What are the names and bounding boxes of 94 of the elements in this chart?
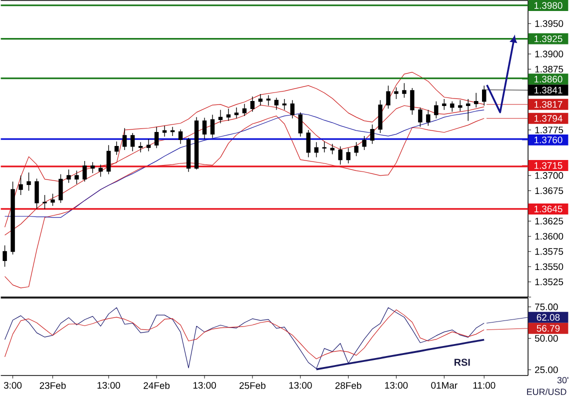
- candlestick: [306, 130, 310, 158]
- ref-line-label: 1.3980: [534, 2, 562, 9]
- candlestick: [274, 97, 279, 110]
- y-tick-label: 1.3950: [535, 20, 564, 27]
- candlestick: [186, 138, 191, 172]
- x-tick-label: 28Feb: [335, 382, 362, 389]
- y-tick-label: 75.00: [535, 304, 558, 310]
- ref-line-label: 1.3760: [534, 136, 562, 144]
- candlestick: [290, 100, 295, 119]
- candlestick: [410, 88, 414, 116]
- y-tick-label: 1.3550: [535, 263, 564, 270]
- candlestick: [106, 144, 111, 175]
- x-tick-label: 13:00: [193, 382, 216, 389]
- text: EUR/USD: [527, 388, 566, 396]
- candlestick: [10, 181, 15, 255]
- candlestick: [178, 129, 183, 144]
- candlestick: [322, 141, 326, 153]
- candlestick: [226, 108, 231, 122]
- annotation: RSI: [454, 358, 470, 366]
- x-tick-label: 13:00: [385, 382, 408, 389]
- x-tick-label: 25Feb: [240, 382, 266, 389]
- y-tick-label: 1.3525: [535, 278, 564, 286]
- x-tick-label: 13:00: [289, 382, 312, 389]
- y-tick-label: 50.00: [534, 335, 558, 342]
- candlestick: [250, 96, 255, 112]
- candlestick: [242, 103, 247, 116]
- candlestick: [2, 245, 7, 268]
- candlestick: [298, 112, 302, 138]
- candlestick: [122, 128, 127, 150]
- candlestick: [18, 175, 23, 196]
- candlestick: [442, 98, 446, 110]
- candlestick: [98, 164, 103, 178]
- candlestick: [346, 148, 350, 164]
- y-tick-label: 1.3575: [535, 248, 564, 255]
- candlestick: [418, 107, 422, 128]
- x-tick-label: 01Mar: [431, 382, 458, 389]
- candlestick: [34, 178, 39, 210]
- ref-line-label: 1.3715: [534, 162, 562, 169]
- x-tick-label: 13:00: [98, 382, 120, 389]
- candlestick: [394, 87, 398, 100]
- data-label: 1.3794: [534, 115, 562, 122]
- candlestick: [162, 125, 167, 138]
- candlestick: [218, 110, 223, 124]
- ref-line-label: 1.3925: [534, 35, 562, 42]
- y-tick-label: 1.3900: [535, 50, 564, 58]
- candlestick: [170, 126, 175, 136]
- candlestick: [258, 94, 263, 106]
- candlestick: [90, 162, 95, 174]
- candlestick: [74, 170, 79, 184]
- candlestick: [378, 100, 382, 134]
- candlestick: [114, 141, 119, 156]
- candlestick: [50, 193, 55, 206]
- ref-line-label: 1.3645: [534, 206, 562, 212]
- text: 1.3841: [534, 86, 562, 94]
- data-label: 62.08: [536, 314, 560, 321]
- candlestick: [130, 132, 135, 152]
- y-tick-label: 1.3625: [535, 218, 564, 224]
- x-tick-label: 23Feb: [40, 382, 66, 389]
- candlestick: [58, 174, 63, 204]
- candlestick: [266, 94, 271, 106]
- ref-line-label: 1.3860: [534, 76, 562, 83]
- candlestick: [210, 114, 215, 138]
- data-label: 1.3817: [534, 101, 562, 108]
- y-tick-label: 1.3875: [535, 66, 564, 73]
- y-tick-label: 25.00: [535, 366, 558, 374]
- candlestick: [194, 116, 199, 170]
- candlestick: [146, 138, 151, 152]
- candlestick: [386, 85, 390, 110]
- candlestick: [426, 110, 430, 126]
- candlestick: [154, 126, 159, 149]
- candlestick: [66, 169, 71, 184]
- candlestick: [234, 107, 239, 119]
- candlestick: [402, 82, 406, 98]
- candlestick: [370, 124, 374, 144]
- y-tick-label: 1.3775: [535, 126, 564, 134]
- y-tick-label: 1.3675: [535, 187, 564, 194]
- x-tick-label: 3:00: [4, 382, 22, 389]
- x-tick-label: 24Feb: [144, 382, 170, 389]
- candlestick: [458, 100, 462, 112]
- candlestick: [434, 101, 438, 119]
- text: 30': [557, 376, 568, 384]
- y-tick-label: 1.3700: [535, 172, 564, 179]
- candlestick: [338, 146, 342, 165]
- data-label: 56.79: [536, 325, 560, 332]
- candlestick: [362, 136, 366, 150]
- candlestick: [354, 142, 358, 156]
- candlestick: [282, 98, 287, 110]
- x-tick-label: 11:00: [473, 382, 496, 389]
- y-tick-label: 1.3600: [535, 232, 564, 240]
- candlestick: [314, 142, 318, 158]
- candlestick: [450, 101, 454, 112]
- candlestick: [330, 144, 334, 155]
- candlestick: [82, 160, 87, 182]
- candlestick: [202, 117, 207, 140]
